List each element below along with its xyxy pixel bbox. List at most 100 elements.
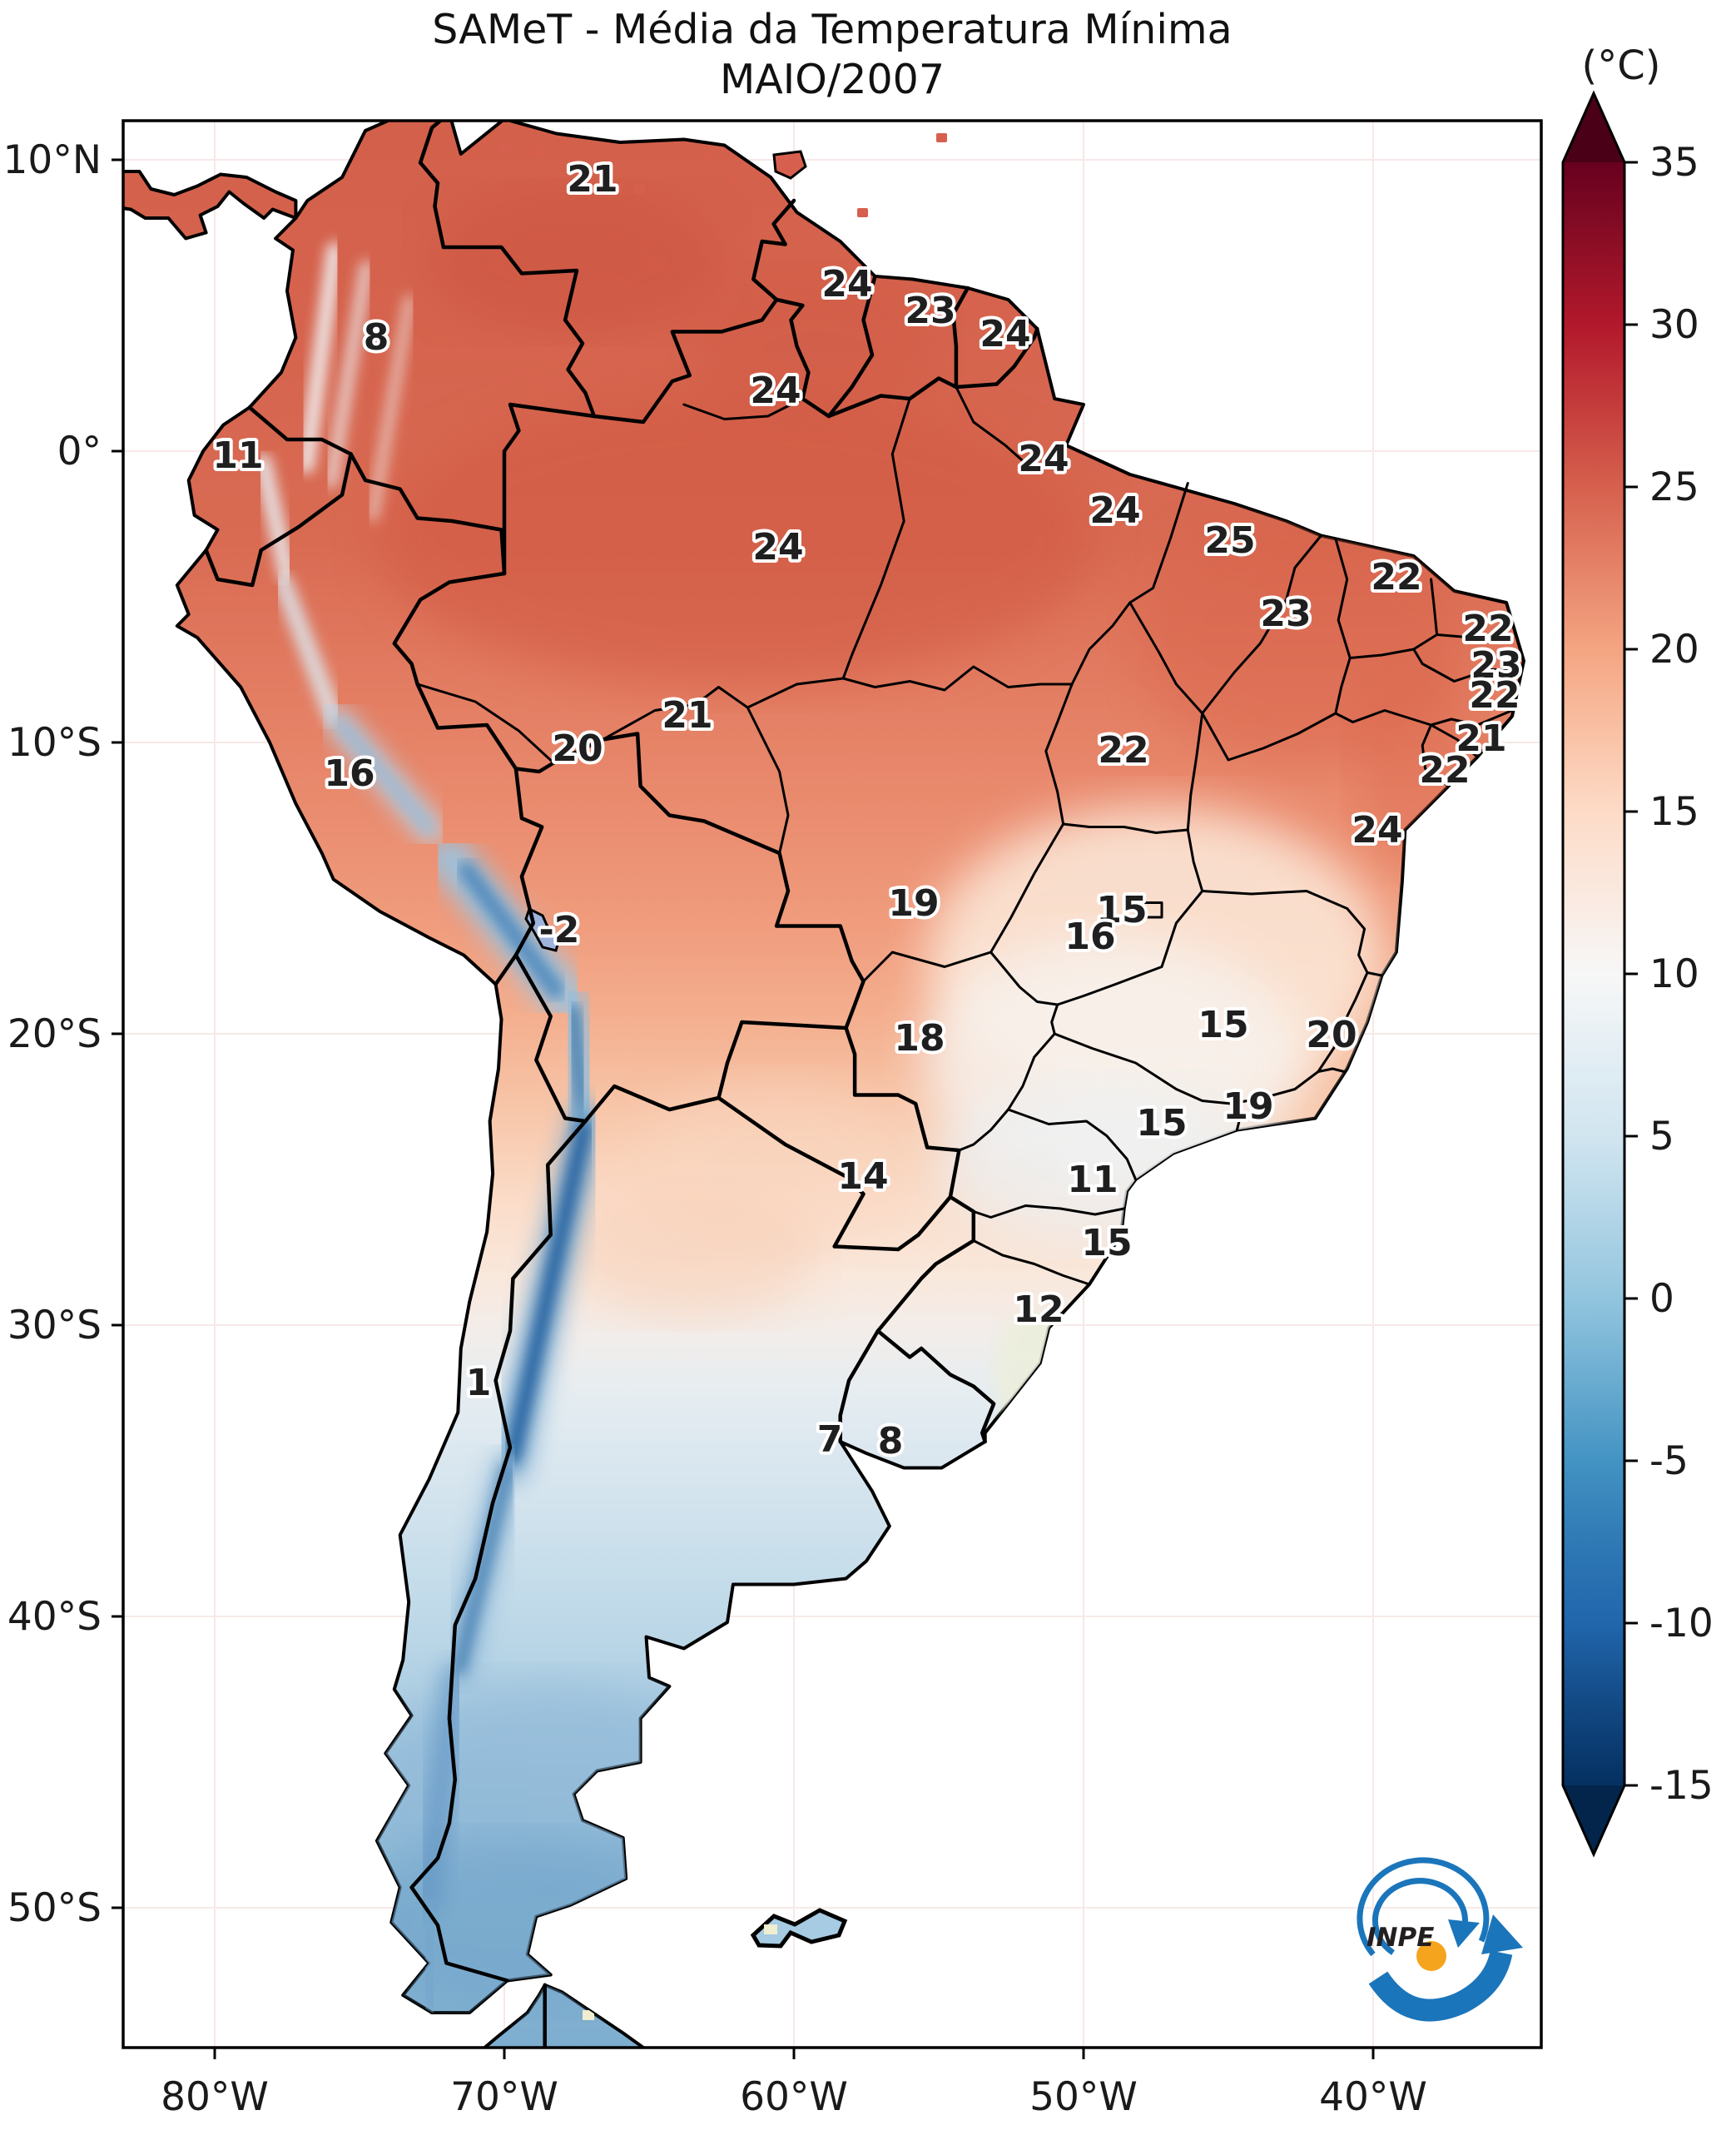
out-of-range-cream-pixel: [717, 1914, 729, 1924]
country-border: [717, 1020, 848, 1100]
state-border: [1421, 723, 1450, 787]
state-border: [746, 677, 845, 709]
lon-tick-label: 70°W: [450, 2074, 558, 2120]
country-border: [954, 326, 1039, 390]
temp-label-piaui: 23: [1260, 593, 1311, 635]
temp-label-venezuela: 21: [567, 158, 618, 201]
temp-label-pernambuco: 22: [1469, 674, 1520, 717]
temp-label-maranhao: 25: [1204, 519, 1255, 562]
country-border: [247, 405, 353, 456]
temp-label-paraiba: 23: [1471, 644, 1521, 687]
state-border: [1186, 712, 1204, 832]
colorbar-tick-label: 0: [1649, 1276, 1674, 1322]
caribbean-island: [857, 208, 868, 217]
temp-label-ceara: 22: [1371, 556, 1421, 598]
country-border: [418, 121, 597, 419]
temp-label-sergipe: 22: [1419, 749, 1470, 792]
temp-label-acre: 20: [552, 727, 603, 770]
south-chile-ridge-core: [454, 1463, 513, 1675]
far-south-andes-ridge: [418, 1898, 441, 2014]
state-border: [682, 397, 804, 420]
caribbean-island: [612, 183, 622, 192]
temp-label-minas-gerais: 15: [1198, 1004, 1248, 1046]
falkland-islands: [750, 1908, 848, 1949]
out-of-range-cream-pixel: [583, 2010, 594, 2020]
country-border: [513, 732, 866, 1030]
colombia-andes-white-streak: [299, 242, 342, 474]
colorbar-tick-label: -10: [1649, 1601, 1714, 1646]
temp-label-chile: 1: [466, 1362, 492, 1404]
state-border: [1317, 1067, 1346, 1073]
state-border: [1230, 1102, 1242, 1131]
altiplano-core: [458, 861, 564, 999]
colorbar-tick-label: 20: [1649, 627, 1699, 673]
temp-label-rondonia: 21: [662, 694, 712, 737]
state-border: [1134, 901, 1163, 919]
figure-title-line1: SAMeT - Média da Temperatura Mínima: [432, 6, 1232, 53]
trinidad-island: [772, 150, 807, 180]
chile-argentina-ridge-core: [505, 1120, 592, 1464]
country-border: [717, 1095, 866, 1249]
temp-label-roraima: 24: [750, 370, 801, 412]
small-islands: [499, 133, 947, 1949]
guiana-warm-patch: [691, 275, 940, 425]
state-border: [1007, 1108, 1138, 1181]
country-and-state-borders: [204, 121, 1522, 2048]
temp-label-ecuador: 11: [212, 434, 263, 477]
state-border: [1334, 657, 1352, 715]
caribbean-island: [499, 142, 510, 151]
state-border: [1201, 890, 1369, 974]
south-bolivia-andes-core: [566, 1005, 589, 1118]
lat-tick-label: 50°S: [7, 1885, 102, 1931]
state-border: [1230, 1070, 1320, 1105]
state-border: [972, 1204, 1126, 1219]
state-border: [1128, 601, 1204, 715]
temperature-colorbar: 35 30 25 20 15 10 5 0 -5 -10 -15: [1561, 90, 1714, 1858]
state-border: [841, 397, 911, 680]
inpe-logo-inner-orbit: [1372, 1878, 1468, 1955]
state-border: [990, 822, 1065, 954]
map-frame: [122, 119, 1543, 2049]
state-border: [601, 686, 749, 741]
country-border: [875, 1194, 976, 1333]
temp-label-santa-catarina: 15: [1081, 1222, 1132, 1264]
colorbar-tick-label: 30: [1649, 302, 1699, 348]
country-border: [844, 1025, 961, 1199]
temp-label-french-guiana: 24: [980, 313, 1030, 355]
state-border: [841, 665, 1074, 692]
caribbean-island: [936, 133, 947, 142]
temp-label-alagoas: 21: [1456, 717, 1506, 760]
temp-label-distrito-federal: 15: [1096, 889, 1147, 931]
state-border: [990, 951, 1059, 1006]
temp-label-amapa: 24: [1018, 438, 1069, 480]
inpe-logo-small-arrowhead: [1448, 1919, 1480, 1948]
country-border: [951, 285, 970, 390]
state-border: [1430, 709, 1514, 727]
state-border: [1186, 828, 1204, 892]
state-border: [416, 683, 555, 764]
country-border: [502, 402, 597, 576]
venezuela-warm-patch: [431, 191, 722, 333]
north-peru-andes-streak: [274, 573, 342, 725]
colorbar-unit-label: (°C): [1582, 42, 1661, 89]
state-border: [862, 951, 993, 983]
state-border: [1366, 971, 1383, 977]
country-border: [826, 274, 877, 419]
colorbar-tick-label: -15: [1649, 1763, 1714, 1809]
state-border: [1044, 683, 1074, 826]
lat-tick-label: 20°S: [7, 1011, 102, 1057]
country-border: [875, 1328, 996, 1444]
out-of-range-cream-pixel: [634, 1991, 646, 2001]
temp-label-guyana: 24: [821, 263, 872, 305]
temp-label-rio-grande-do-norte: 22: [1462, 608, 1513, 650]
lon-tick-label: 60°W: [740, 2074, 848, 2120]
axis-ticks: 10°N 0° 10°S 20°S 30°S 40°S 50°S 80°W 70°W 60°W 50…: [3, 137, 1427, 2120]
temp-label-sao-paulo: 15: [1136, 1102, 1187, 1144]
map-area: [123, 121, 1541, 2048]
country-border: [832, 1194, 953, 1252]
caribbean-island: [727, 175, 738, 184]
state-border: [1056, 890, 1204, 1006]
temp-label-bahia: 24: [1352, 809, 1402, 852]
